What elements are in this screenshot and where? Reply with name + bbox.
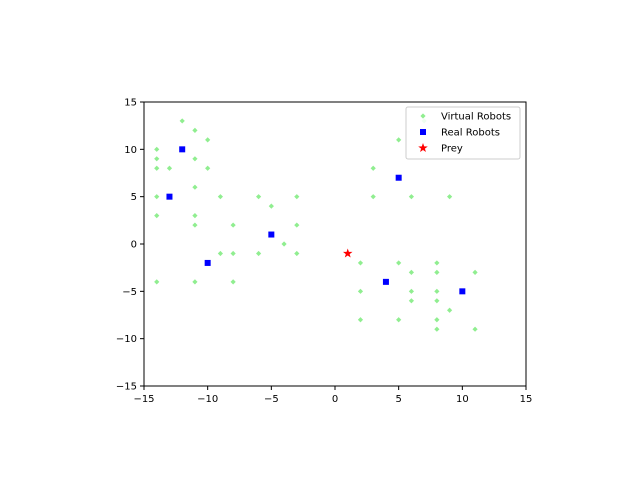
virtual-robot-point [281,241,287,247]
prey-point [342,248,353,258]
real-robot-point [179,146,186,153]
virtual-robot-point [472,326,478,332]
virtual-robot-point [192,184,198,190]
virtual-robot-point [357,260,364,266]
real-robot-point [459,288,466,295]
legend-box [405,106,521,160]
real-robot-point [268,231,275,238]
virtual-robot-point [179,118,185,124]
x-tick-label: 10 [456,394,469,405]
virtual-robot-point [154,146,160,152]
legend-real-robots-label: Real Robots [441,128,500,139]
virtual-robot-point [205,137,211,143]
virtual-robot-point [396,317,402,323]
virtual-robot-point [217,194,223,200]
virtual-robot-point [357,317,364,323]
virtual-robot-point [256,194,262,200]
legend-prey-marker [418,143,428,153]
virtual-robot-point [192,156,198,162]
legend-virtual-robots-marker [420,113,426,119]
real-robot-point [166,193,173,200]
y-tick-label: −10 [116,334,137,345]
virtual-robot-point [166,165,173,171]
virtual-robot-point [294,222,300,228]
virtual-robot-point [434,326,440,332]
virtual-robot-point [294,194,300,200]
virtual-robot-point [396,137,402,143]
virtual-robot-point [357,288,364,294]
virtual-robot-point [472,269,478,275]
x-tick-label: −5 [264,394,279,405]
x-tick-label: 0 [332,394,338,405]
virtual-robot-point [434,260,440,266]
y-tick-label: −15 [116,382,137,393]
real-robot-point [395,174,402,181]
virtual-robot-point [408,269,414,275]
virtual-robot-point [154,194,160,200]
virtual-robot-point [370,194,376,200]
y-tick-label: 0 [131,240,137,251]
virtual-robot-point [370,165,376,171]
virtual-robot-point [434,317,440,323]
x-tick-label: 15 [520,394,533,405]
virtual-robot-point [408,194,414,200]
y-tick-label: 10 [124,145,137,156]
virtual-robot-point [154,279,160,285]
real-robot-point [382,278,389,285]
virtual-robot-point [154,156,160,162]
axes: −15 −10 −5 0 5 10 15 −15 −10 −5 0 5 10 15 [116,98,532,406]
x-tick-label: 5 [395,394,401,405]
legend-virtual-robots-label: Virtual Robots [441,112,511,123]
virtual-robot-point [192,222,198,228]
virtual-robot-point [154,165,160,171]
virtual-robot-point [230,279,236,285]
virtual-robot-point [408,288,414,294]
virtual-robot-point [268,203,274,209]
virtual-robot-point [256,250,262,257]
virtual-robot-point [230,250,236,257]
virtual-robot-point [434,288,440,294]
y-tick-label: −5 [122,287,137,298]
virtual-robot-point [396,260,402,266]
virtual-robot-point [447,194,453,200]
virtual-robot-point [192,279,198,285]
legend-real-robots-marker [420,129,426,135]
real-robot-point [204,259,211,266]
virtual-robot-point [192,213,198,219]
legend-prey-label: Prey [441,144,463,155]
virtual-robot-point [408,298,414,304]
virtual-robot-point [154,213,160,219]
x-tick-label: −10 [197,394,218,405]
virtual-robot-point [205,165,211,171]
virtual-robot-point [217,250,223,257]
virtual-robot-point [447,307,453,313]
legend: Virtual Robots Real Robots Prey [405,106,521,160]
virtual-robot-point [434,269,440,275]
virtual-robot-point [434,298,440,304]
y-tick-label: 15 [124,98,137,109]
y-tick-label: 5 [131,192,137,203]
x-tick-label: −15 [133,394,154,405]
virtual-robot-point [192,127,198,133]
virtual-robot-point [230,222,236,228]
virtual-robot-point [294,250,300,257]
